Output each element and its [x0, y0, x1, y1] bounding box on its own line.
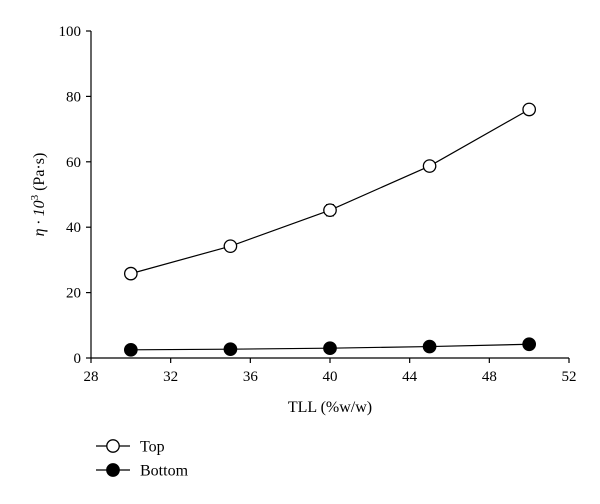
y-tick-label-4: 80 [66, 89, 81, 105]
series-top [123, 102, 537, 281]
legend-item-top: Top [96, 439, 165, 456]
y-tick-label-1: 20 [66, 286, 81, 302]
legend-item-bottom: Bottom [96, 463, 189, 480]
data-point-bottom-4 [522, 337, 537, 352]
y-axis-label-superscript: 3 [29, 194, 41, 200]
data-point-bottom-3 [422, 339, 437, 354]
series-layer [123, 102, 537, 357]
data-point-top-0 [123, 266, 138, 281]
legend-label-top: Top [140, 439, 165, 456]
series-bottom [123, 337, 537, 357]
y-axis-ticks: 0 20 40 60 80 100 [59, 24, 91, 367]
legend: Top Bottom [96, 439, 189, 480]
y-axis-label-main: η · 10 [31, 200, 48, 236]
y-axis-label-unit: (Pa·s) [31, 153, 48, 195]
y-tick-label-5: 100 [59, 24, 82, 40]
legend-marker-top [106, 439, 120, 453]
data-point-bottom-2 [323, 341, 337, 356]
x-tick-label-4: 44 [402, 369, 418, 385]
x-tick-label-5: 48 [482, 369, 497, 385]
data-point-bottom-1 [223, 342, 238, 357]
data-point-top-1 [223, 239, 238, 254]
y-tick-label-2: 40 [66, 220, 81, 236]
legend-label-bottom: Bottom [140, 463, 189, 480]
x-axis-ticks: 28 32 36 40 44 48 52 [84, 358, 577, 385]
y-tick-label-0: 0 [74, 351, 82, 367]
data-point-top-4 [522, 102, 537, 117]
x-tick-label-2: 36 [243, 369, 259, 385]
y-tick-label-3: 60 [66, 155, 81, 171]
x-tick-label-0: 28 [84, 369, 99, 385]
x-tick-label-3: 40 [323, 369, 338, 385]
series-line-top [130, 108, 530, 275]
x-tick-label-1: 32 [163, 369, 178, 385]
x-axis-label: TLL (%w/w) [288, 399, 372, 416]
data-point-bottom-0 [123, 342, 138, 357]
data-point-top-2 [323, 203, 337, 218]
legend-marker-bottom [106, 463, 120, 477]
data-point-top-3 [422, 159, 437, 173]
x-tick-label-6: 52 [562, 369, 577, 385]
plot-area: 28 32 36 40 44 48 52 0 20 40 60 80 100 [59, 24, 577, 385]
y-axis-label: η · 103 (Pa·s) [29, 153, 48, 237]
